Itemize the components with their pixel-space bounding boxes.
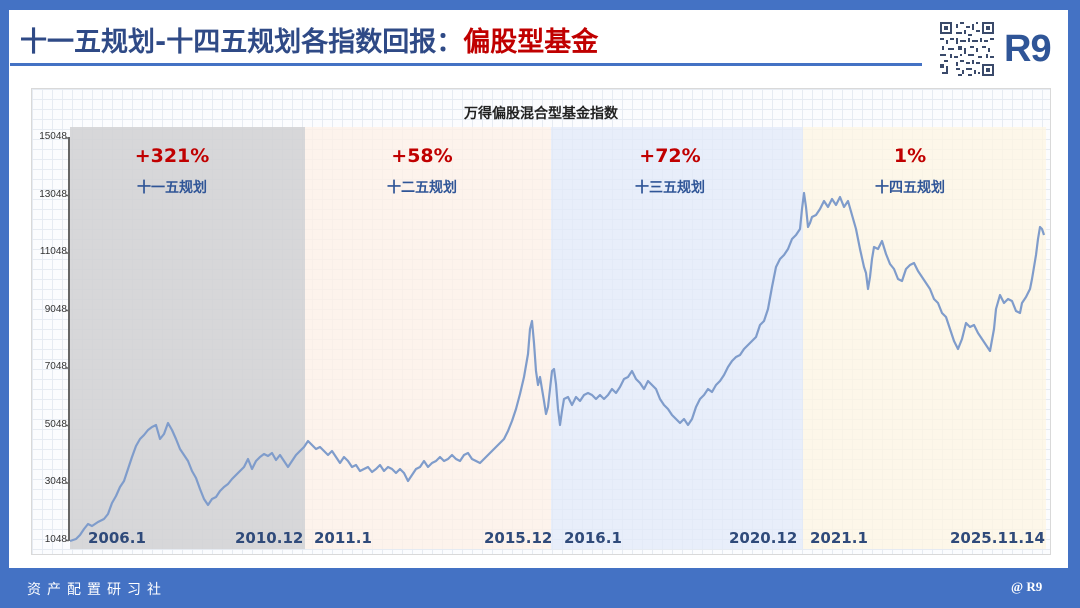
- period-name-11th: 十一五规划: [137, 180, 207, 196]
- period-start-11th: 2006.1: [88, 529, 146, 547]
- index-line: [69, 191, 1046, 543]
- period-band-14th: [803, 127, 1046, 549]
- y-tick-label: 5048: [44, 419, 67, 430]
- period-band-12th: [305, 127, 551, 549]
- period-band-11th: [70, 127, 305, 549]
- y-tick-label: 15048: [39, 131, 67, 142]
- period-end-12th: 2015.12: [484, 529, 553, 547]
- y-tick-label: 11048: [39, 246, 67, 257]
- period-name-13th: 十三五规划: [635, 180, 705, 196]
- period-name-14th: 十四五规划: [875, 180, 945, 196]
- brand-logo: R9: [1004, 28, 1052, 70]
- period-end-14th: 2025.11.14: [950, 529, 1045, 547]
- line-plot: [66, 137, 1046, 543]
- y-tick-label: 9048: [44, 304, 67, 315]
- period-end-13th: 2020.12: [729, 529, 798, 547]
- period-name-12th: 十二五规划: [387, 180, 457, 196]
- period-band-13th: [551, 127, 803, 549]
- chart-container: 万得偏股混合型基金指数 15048 13048 11048 9048 7048 …: [31, 88, 1051, 555]
- y-tick-label: 1048: [44, 534, 67, 545]
- page-title: 十一五规划-十四五规划各指数回报：偏股型基金: [20, 20, 598, 59]
- period-return-14th: 1%: [893, 145, 927, 167]
- title-main: 十一五规划-十四五规划各指数回报：: [20, 27, 464, 58]
- period-start-12th: 2011.1: [314, 529, 372, 547]
- title-highlight: 偏股型基金: [463, 27, 599, 58]
- footer-brand: @ R9: [1011, 579, 1043, 594]
- y-tick-label: 7048: [44, 361, 67, 372]
- y-tick-label: 3048: [44, 476, 67, 487]
- period-start-14th: 2021.1: [810, 529, 868, 547]
- period-start-13th: 2016.1: [564, 529, 622, 547]
- period-return-13th: +72%: [639, 145, 701, 167]
- y-axis-ticks: [66, 137, 69, 542]
- y-tick-label: 13048: [39, 189, 67, 200]
- period-return-11th: +321%: [134, 145, 210, 167]
- footer-org-name: 资产配置研习社: [27, 582, 167, 598]
- chart-title: 万得偏股混合型基金指数: [464, 106, 618, 122]
- qr-code-icon: [940, 22, 994, 76]
- period-return-12th: +58%: [391, 145, 453, 167]
- title-divider: [10, 63, 922, 66]
- period-end-11th: 2010.12: [235, 529, 304, 547]
